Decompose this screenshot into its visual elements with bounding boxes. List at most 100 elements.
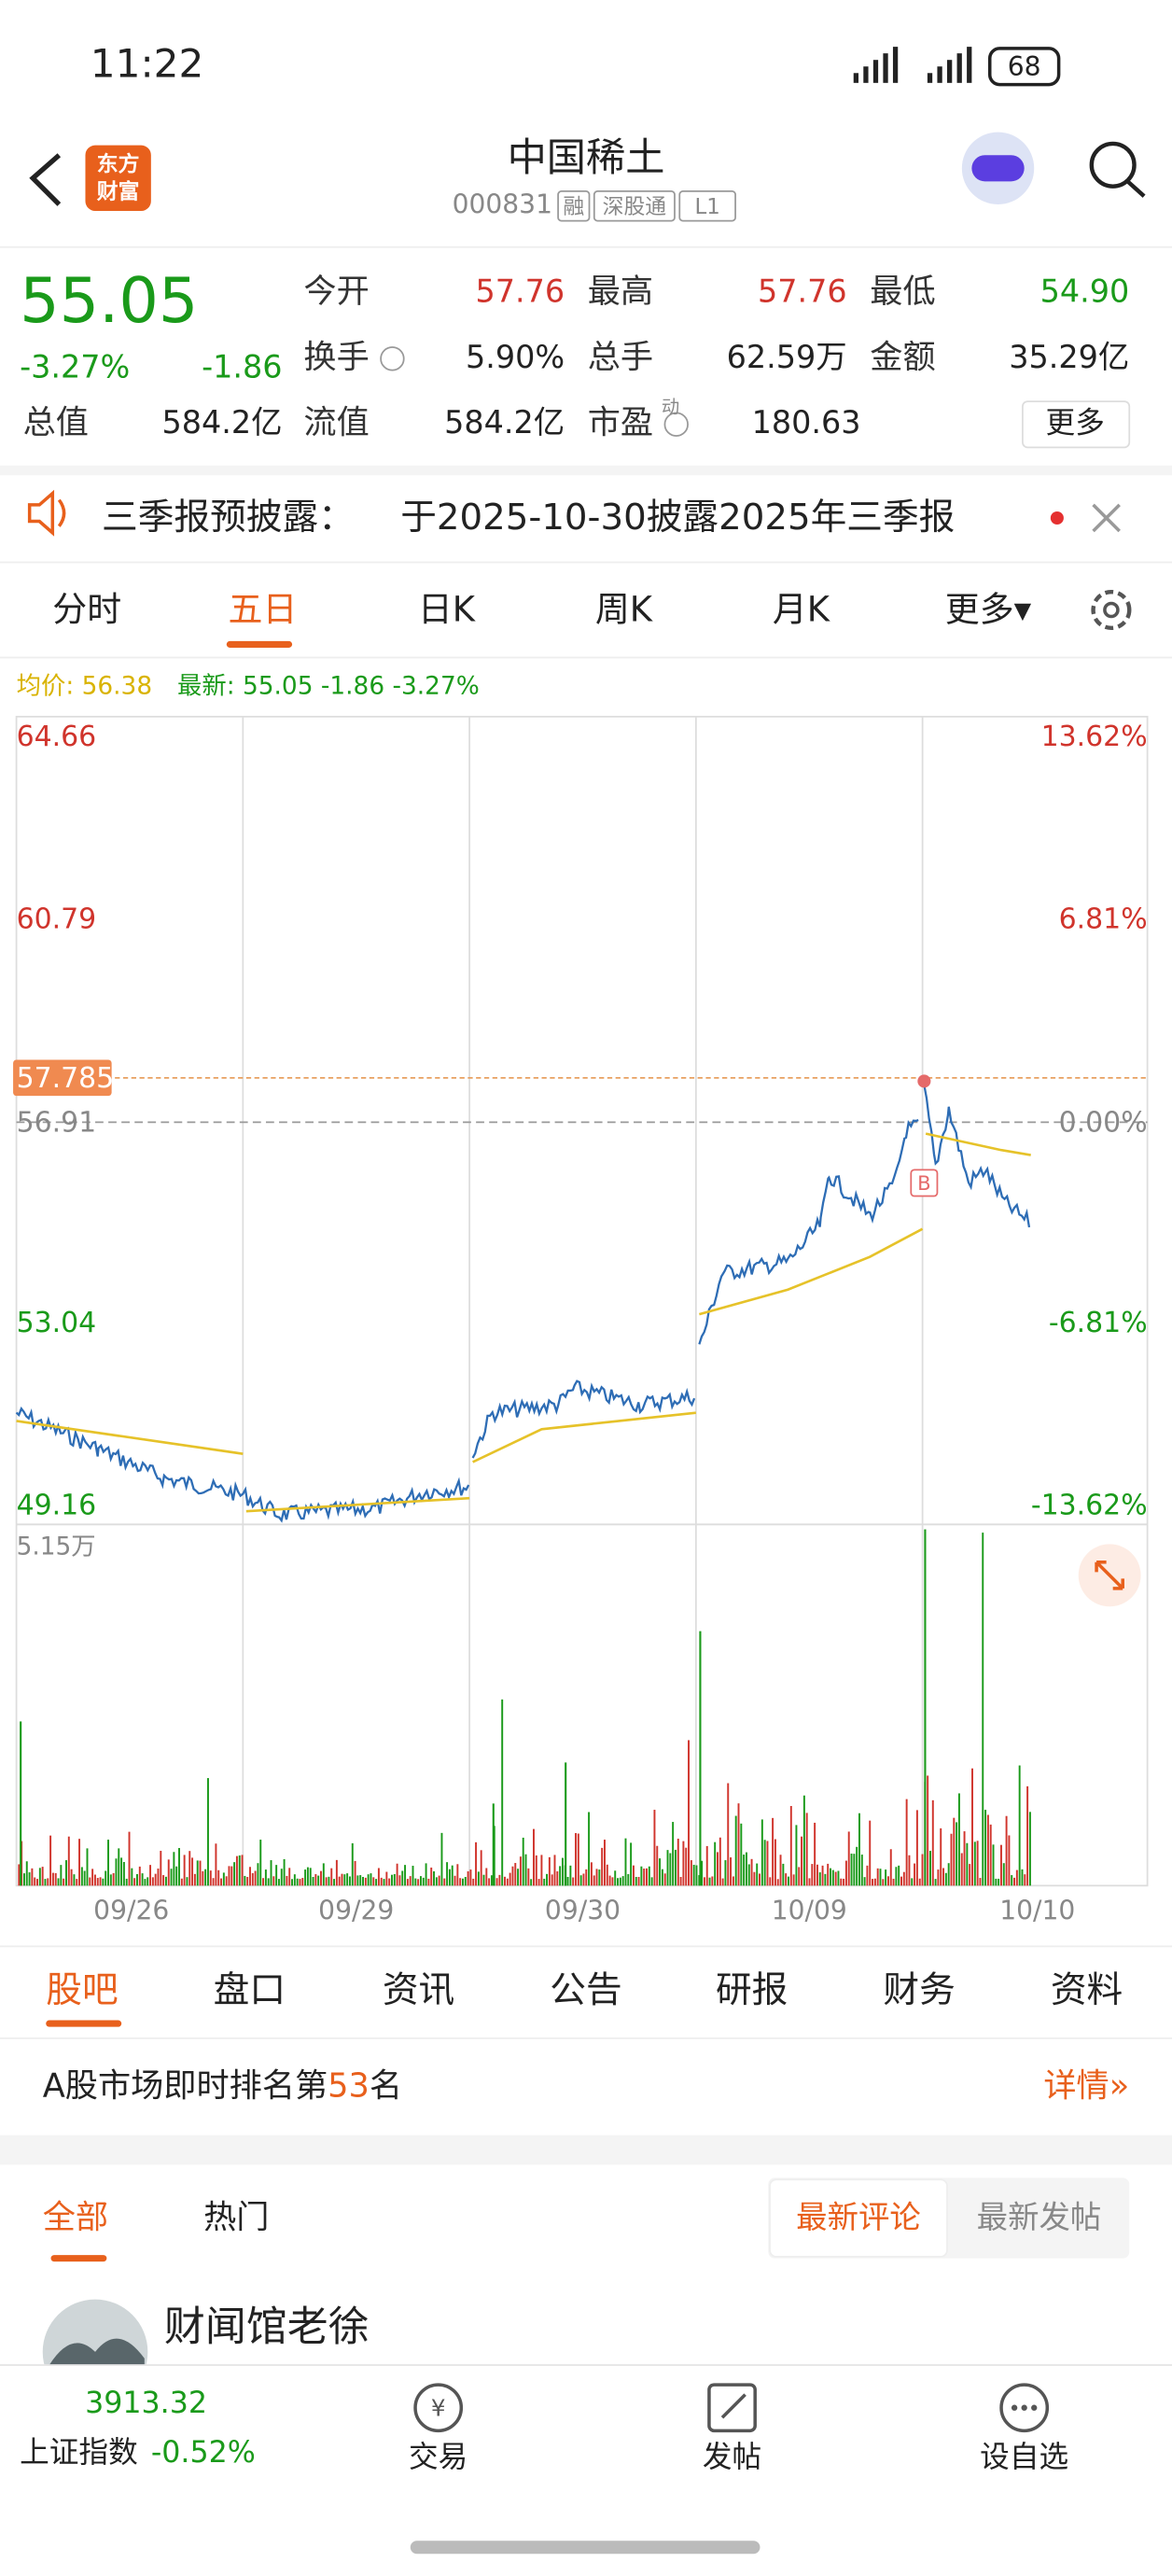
plot [15,1085,1031,1886]
volume-bar [745,1852,747,1886]
close-notice[interactable] [1092,503,1121,533]
volume-bar [199,1860,202,1886]
volume-bar [309,1868,312,1886]
y-label-left: 53.04 [17,1307,97,1339]
filter-tab[interactable]: 热门 [203,2198,269,2236]
volume-bar [971,1768,973,1886]
volume-bar [844,1860,847,1886]
volume-bar [732,1876,734,1886]
volume-bar [730,1857,732,1886]
volume-bar [225,1876,228,1886]
axis-labels: 64.66 60.79 57.785 56.91 53.04 49.16 13.62% 6.8… [17,721,1148,1925]
nav-item[interactable]: 设自选 [980,2441,1068,2474]
info-icon [663,412,689,437]
date-label: 09/26 [93,1895,169,1925]
date-label: 09/29 [318,1895,394,1925]
change: -1.86 [202,348,282,385]
volume-bar [222,1872,225,1886]
volume-bar [598,1869,601,1886]
volume-bar [672,1822,675,1886]
volume-bar [976,1841,979,1886]
volume-bar [144,1879,146,1886]
chart-tab[interactable]: 周K [595,590,653,630]
volume-bar [882,1879,885,1886]
volume-bar [312,1876,314,1886]
volume-bar [1021,1869,1024,1886]
volume-bar [34,1877,36,1886]
section-tab[interactable]: 资料 [1051,1969,1123,2011]
volume-bar [918,1878,921,1886]
section-tab[interactable]: 股吧 [46,1969,118,2011]
nav-item[interactable]: 交易 [409,2441,467,2474]
chart-tab[interactable]: 分时 [52,590,121,630]
chart-tab[interactable]: 五日 [229,590,298,630]
volume-bar [212,1878,215,1886]
volume-bar [876,1868,879,1886]
volume-bar [301,1878,304,1886]
volume-bar [162,1875,165,1886]
filter-tab[interactable]: 全部 [43,2198,108,2236]
volume-bar [966,1842,969,1886]
volume-bar [60,1865,63,1886]
volume-bar [448,1869,451,1886]
volume-bar [412,1866,414,1886]
sort-button[interactable]: 最新发帖 [977,2199,1102,2235]
volume-bar [173,1852,175,1886]
y-label-left: 60.79 [17,903,97,935]
back-button[interactable] [29,153,62,206]
y-label-left: 57.785 [17,1062,115,1095]
search-button[interactable] [1089,141,1137,189]
field-value: 57.76 [758,273,847,309]
tag: 深股通 [603,195,667,219]
volume-bar [553,1855,556,1886]
chart-tab[interactable]: 日K [418,590,476,630]
rank-text: A股市场即时排名第53名 [43,2067,402,2106]
section-tab[interactable]: 盘口 [214,1969,286,2011]
field-label: 总值 [23,404,89,442]
section-tab[interactable]: 公告 [550,1969,621,2011]
volume-bar [908,1855,911,1886]
volume-bar [170,1869,173,1886]
volume-bar [102,1878,105,1886]
settings-button[interactable] [1091,589,1132,631]
volume-bar [635,1876,637,1886]
index-name[interactable]: 上证指数 [20,2436,138,2470]
volume-bar [375,1879,378,1886]
volume-bar [440,1832,443,1886]
volume-bar [863,1877,866,1886]
volume-bar [475,1841,478,1886]
volume-bar [527,1868,530,1886]
section-tab[interactable]: 研报 [716,1969,788,2011]
volume-bar [984,1810,987,1886]
volume-bar [585,1869,588,1886]
logo-text: 财富 [97,179,140,204]
volume-bar [798,1867,801,1886]
chart-tab[interactable]: 更多▾ [945,590,1032,630]
app-logo[interactable] [85,145,151,212]
section-tab[interactable]: 资讯 [383,1969,454,2011]
date-label: 09/30 [545,1895,621,1925]
volume-bar [31,1868,34,1886]
volume-bar [472,1878,475,1886]
user-name[interactable]: 财闻馆老徐 [164,2303,370,2350]
volume-bar [575,1833,577,1886]
section-tab[interactable]: 财务 [883,1969,955,2011]
volume-bar [204,1869,207,1886]
volume-bar [435,1877,438,1886]
legend-avg: 均价: 56.38 [17,673,153,701]
sort-button[interactable]: 最新评论 [796,2199,921,2235]
status-time: 11:22 [91,41,204,87]
volume-bar [367,1874,370,1886]
volume-bar [659,1858,662,1886]
chart-tab[interactable]: 月K [773,590,830,630]
volume-bar [136,1874,138,1886]
volume-bar [866,1865,869,1886]
rank-detail[interactable]: 详情» [1043,2067,1129,2106]
volume-bar [760,1819,763,1886]
volume-bar [747,1864,750,1886]
more-button[interactable] [1022,400,1131,449]
volume-bar [202,1870,204,1886]
nav-item[interactable]: 发帖 [703,2441,761,2474]
volume-bar [524,1854,527,1886]
volume-bar [743,1855,746,1886]
